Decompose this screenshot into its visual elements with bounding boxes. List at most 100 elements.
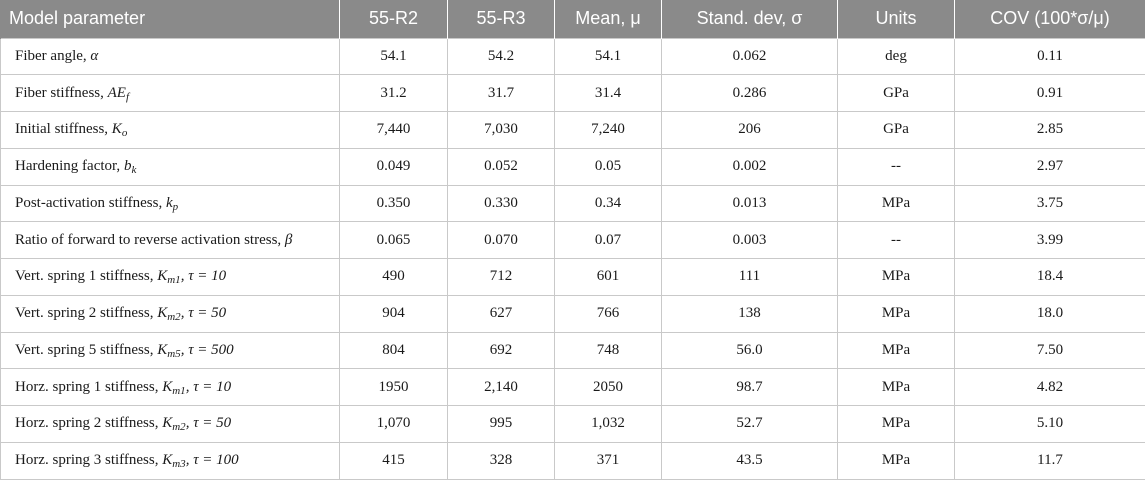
header-std-dev: Stand. dev, σ [662, 0, 838, 38]
value-55-r2: 0.350 [340, 185, 448, 222]
value-55-r2: 804 [340, 332, 448, 369]
value-55-r3: 31.7 [448, 75, 555, 112]
parameter-subscript: o [122, 127, 128, 139]
parameter-name: Vert. spring 1 stiffness, [15, 268, 157, 284]
value-std-dev: 111 [662, 259, 838, 296]
value-55-r2: 904 [340, 295, 448, 332]
value-units: MPa [838, 295, 955, 332]
parameter-symbol: K [162, 452, 172, 468]
parameter-cell: Fiber stiffness, AEf [1, 75, 340, 112]
parameter-subscript: p [173, 201, 179, 213]
value-units: MPa [838, 442, 955, 479]
parameter-subscript: k [131, 164, 136, 176]
parameter-symbol: α [90, 48, 98, 64]
value-std-dev: 98.7 [662, 369, 838, 406]
value-mean: 54.1 [555, 38, 662, 75]
value-55-r2: 1,070 [340, 406, 448, 443]
value-std-dev: 43.5 [662, 442, 838, 479]
value-55-r2: 1950 [340, 369, 448, 406]
table-header: Model parameter 55-R2 55-R3 Mean, μ Stan… [1, 0, 1145, 38]
value-cov: 0.91 [955, 75, 1145, 112]
parameter-tau: , τ = 500 [181, 342, 234, 358]
value-cov: 18.0 [955, 295, 1145, 332]
value-55-r3: 2,140 [448, 369, 555, 406]
value-55-r3: 712 [448, 259, 555, 296]
value-std-dev: 52.7 [662, 406, 838, 443]
parameter-name: Post-activation stiffness, [15, 195, 166, 211]
parameter-name: Horz. spring 1 stiffness, [15, 379, 162, 395]
value-cov: 7.50 [955, 332, 1145, 369]
value-55-r3: 7,030 [448, 112, 555, 149]
value-cov: 2.85 [955, 112, 1145, 149]
header-cov: COV (100*σ/μ) [955, 0, 1145, 38]
value-mean: 1,032 [555, 406, 662, 443]
value-mean: 766 [555, 295, 662, 332]
value-cov: 2.97 [955, 148, 1145, 185]
value-55-r3: 328 [448, 442, 555, 479]
parameter-subscript: m2 [172, 421, 185, 433]
parameter-cell: Horz. spring 3 stiffness, Km3, τ = 100 [1, 442, 340, 479]
value-units: GPa [838, 112, 955, 149]
parameter-cell: Hardening factor, bk [1, 148, 340, 185]
parameter-cell: Vert. spring 1 stiffness, Km1, τ = 10 [1, 259, 340, 296]
value-55-r3: 0.070 [448, 222, 555, 259]
parameter-cell: Vert. spring 5 stiffness, Km5, τ = 500 [1, 332, 340, 369]
header-55-r2: 55-R2 [340, 0, 448, 38]
header-model-parameter: Model parameter [1, 0, 340, 38]
parameter-symbol: K [162, 415, 172, 431]
parameter-subscript: m1 [167, 274, 180, 286]
value-mean: 2050 [555, 369, 662, 406]
header-units: Units [838, 0, 955, 38]
value-units: deg [838, 38, 955, 75]
parameter-symbol: K [157, 268, 167, 284]
parameter-tau: , τ = 50 [181, 305, 227, 321]
value-cov: 0.11 [955, 38, 1145, 75]
value-55-r3: 627 [448, 295, 555, 332]
value-std-dev: 56.0 [662, 332, 838, 369]
parameter-tau: , τ = 10 [181, 268, 227, 284]
parameter-symbol: β [285, 232, 292, 248]
parameter-subscript: m1 [172, 385, 185, 397]
parameter-name: Initial stiffness, [15, 121, 112, 137]
value-units: MPa [838, 185, 955, 222]
value-units: MPa [838, 406, 955, 443]
parameter-name: Vert. spring 5 stiffness, [15, 342, 157, 358]
parameter-cell: Fiber angle, α [1, 38, 340, 75]
value-mean: 748 [555, 332, 662, 369]
parameter-name: Vert. spring 2 stiffness, [15, 305, 157, 321]
value-std-dev: 138 [662, 295, 838, 332]
parameter-subscript: m3 [172, 458, 185, 470]
parameter-symbol: K [157, 305, 167, 321]
value-cov: 4.82 [955, 369, 1145, 406]
value-units: -- [838, 148, 955, 185]
value-units: GPa [838, 75, 955, 112]
value-55-r2: 31.2 [340, 75, 448, 112]
parameter-subscript: f [126, 91, 129, 103]
value-std-dev: 0.013 [662, 185, 838, 222]
value-55-r2: 54.1 [340, 38, 448, 75]
table-row: Ratio of forward to reverse activation s… [1, 222, 1145, 259]
value-units: -- [838, 222, 955, 259]
value-std-dev: 0.002 [662, 148, 838, 185]
value-55-r3: 0.330 [448, 185, 555, 222]
value-55-r2: 0.049 [340, 148, 448, 185]
parameter-name: Fiber stiffness, [15, 85, 108, 101]
parameter-name: Fiber angle, [15, 48, 90, 64]
parameter-tau: , τ = 50 [186, 415, 232, 431]
parameter-symbol: K [162, 379, 172, 395]
parameter-name: Hardening factor, [15, 158, 124, 174]
value-std-dev: 206 [662, 112, 838, 149]
parameter-name: Horz. spring 2 stiffness, [15, 415, 162, 431]
value-units: MPa [838, 369, 955, 406]
parameter-symbol: k [166, 195, 173, 211]
value-units: MPa [838, 259, 955, 296]
parameter-cell: Post-activation stiffness, kp [1, 185, 340, 222]
